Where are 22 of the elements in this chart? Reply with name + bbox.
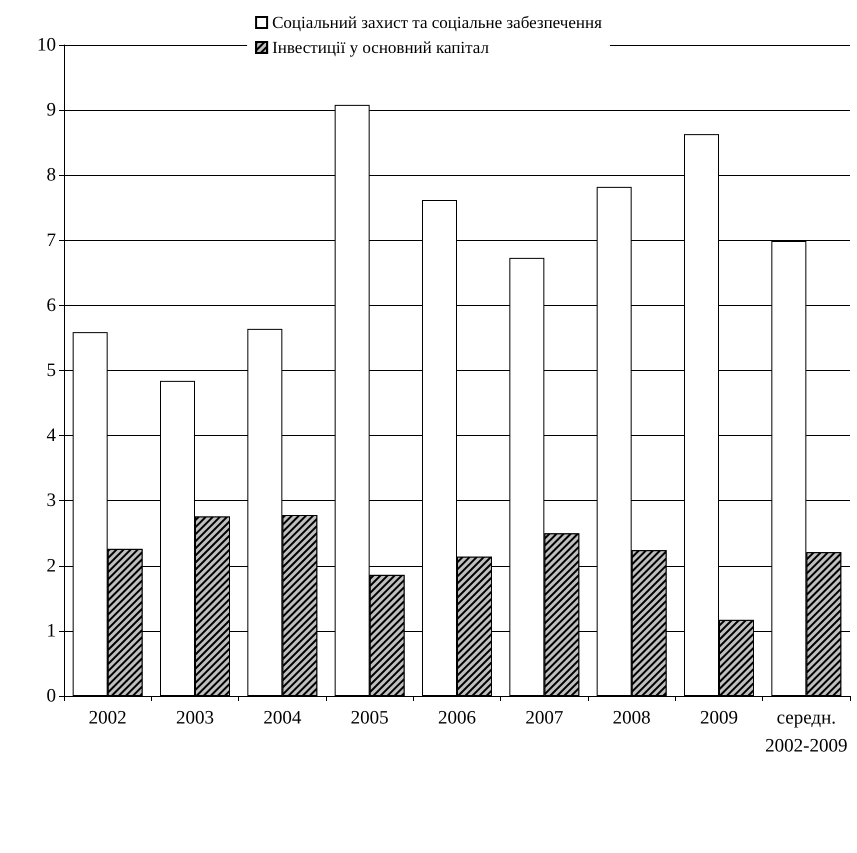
x-tick-label: 2007 bbox=[525, 708, 564, 728]
y-tick-label: 3 bbox=[46, 490, 56, 512]
x-tick-label: 2006 bbox=[438, 708, 476, 728]
y-tick-label: 10 bbox=[37, 34, 56, 56]
y-tick-label: 6 bbox=[46, 294, 56, 316]
x-tick-label: 2008 bbox=[612, 708, 651, 728]
legend-label: Інвестиції у основний капітал bbox=[272, 38, 490, 57]
x-tick-label: 2003 bbox=[176, 708, 214, 728]
y-tick-label: 8 bbox=[46, 164, 56, 186]
y-tick-label: 9 bbox=[46, 100, 56, 121]
x-tick-label: 2002 bbox=[88, 708, 127, 728]
y-tick-label: 5 bbox=[46, 360, 56, 381]
legend-label: Соціальний захист та соціальне забезпечення bbox=[272, 13, 602, 32]
y-tick-label: 2 bbox=[46, 555, 56, 576]
x-tick-label: 2004 bbox=[263, 708, 302, 728]
y-tick-label: 7 bbox=[46, 230, 56, 251]
x-tick-label: 2009 bbox=[700, 708, 738, 728]
y-tick-label: 0 bbox=[46, 686, 56, 706]
x-tick-label: 2005 bbox=[350, 708, 389, 728]
y-tick-label: 4 bbox=[46, 425, 56, 446]
y-tick-label: 1 bbox=[46, 620, 56, 642]
x-tick-label: середн. 2002-2009 bbox=[765, 708, 848, 756]
